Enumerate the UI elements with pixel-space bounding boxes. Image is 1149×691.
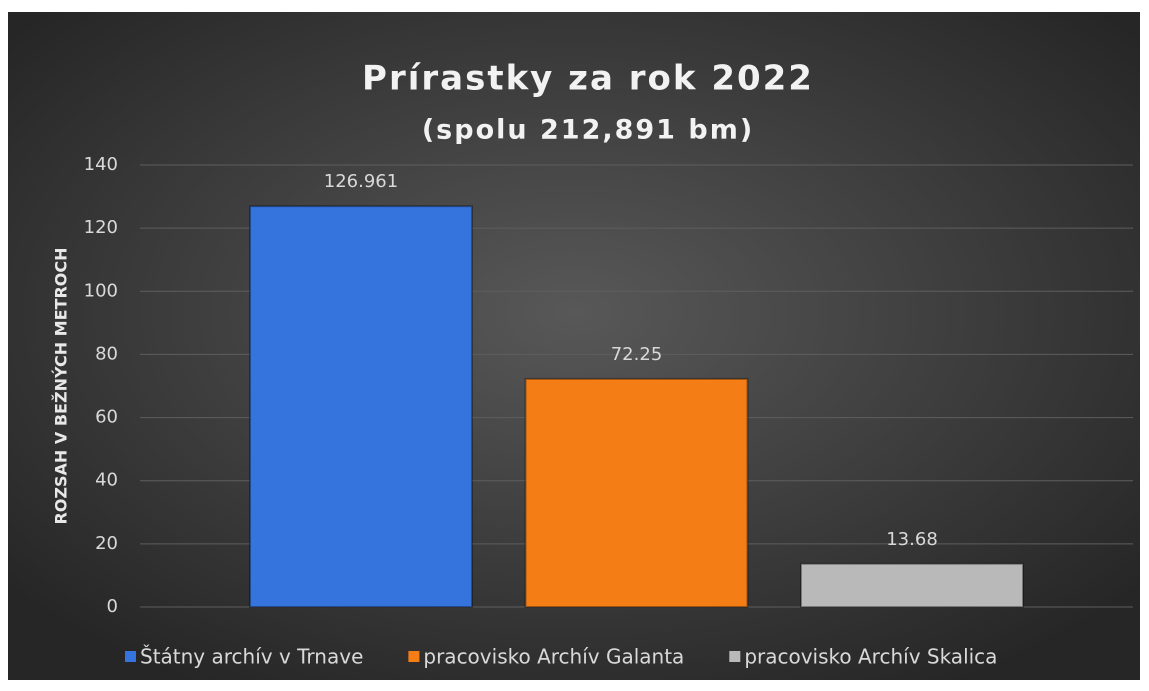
bar	[800, 562, 1024, 609]
legend-label: pracovisko Archív Skalica	[744, 645, 997, 669]
bar	[249, 205, 473, 608]
y-tick-label: 120	[84, 217, 118, 238]
legend-swatch	[729, 651, 741, 662]
legend-swatch	[408, 651, 420, 662]
y-tick-label: 60	[95, 407, 118, 428]
y-tick-label: 20	[95, 533, 118, 554]
legend-swatch	[125, 651, 136, 662]
legend-label: pracovisko Archív Galanta	[423, 645, 684, 669]
y-tick-label: 140	[84, 154, 118, 175]
y-tick-label: 80	[95, 343, 118, 364]
legend-label: Štátny archív v Trnave	[140, 645, 363, 669]
chart-title: Prírastky za rok 2022	[362, 59, 814, 99]
y-tick-label: 40	[95, 470, 118, 491]
data-label: 72.25	[611, 344, 663, 365]
chart-subtitle: (spolu 212,891 bm)	[422, 115, 754, 146]
data-label: 126.961	[324, 171, 398, 192]
y-tick-label: 0	[107, 596, 118, 617]
y-tick-label: 100	[84, 280, 118, 301]
bar	[524, 377, 749, 608]
y-axis-title: ROZSAH V BEŽNÝCH METROCH	[52, 248, 71, 525]
data-label: 13.68	[886, 529, 938, 550]
